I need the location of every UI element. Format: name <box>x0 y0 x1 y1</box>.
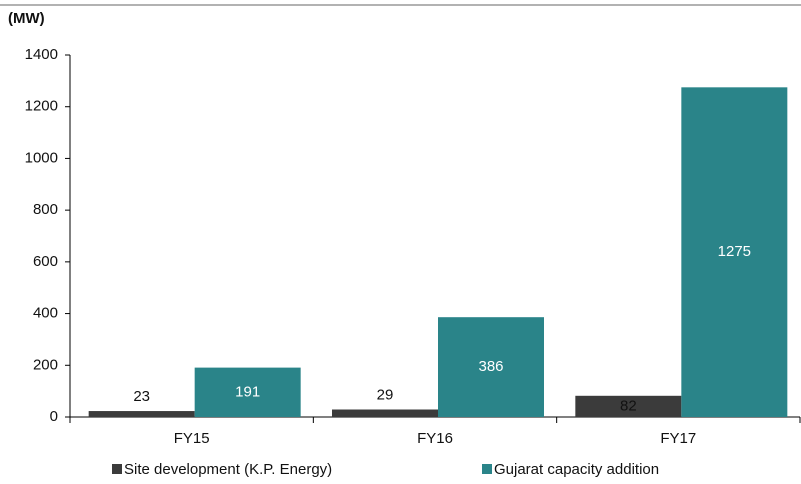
x-tick-label: FY17 <box>660 430 696 447</box>
y-tick-label: 1000 <box>25 149 58 166</box>
y-axis-label: (MW) <box>8 10 45 27</box>
legend-swatch <box>482 464 492 474</box>
legend-swatch <box>112 464 122 474</box>
bar <box>438 317 544 417</box>
data-label: 23 <box>133 388 150 405</box>
y-tick-label: 800 <box>33 201 58 218</box>
bar <box>575 395 682 417</box>
x-tick-label: FY16 <box>417 430 453 447</box>
y-tick-label: 400 <box>33 305 58 322</box>
data-label: 82 <box>620 397 637 414</box>
bar <box>88 411 195 417</box>
legend-label: Gujarat capacity addition <box>494 461 659 478</box>
y-tick-label: 600 <box>33 253 58 270</box>
x-tick-label: FY15 <box>174 430 210 447</box>
data-label: 1275 <box>718 243 751 260</box>
legend-label: Site development (K.P. Energy) <box>124 461 332 478</box>
y-tick-label: 0 <box>50 408 58 425</box>
data-label: 386 <box>478 358 503 375</box>
data-label: 191 <box>235 383 260 400</box>
y-tick-label: 1400 <box>25 46 58 63</box>
bar <box>681 87 788 418</box>
data-label: 29 <box>377 386 394 403</box>
y-tick-label: 200 <box>33 356 58 373</box>
bar <box>332 409 438 417</box>
y-tick-label: 1200 <box>25 98 58 115</box>
bar <box>194 367 301 417</box>
